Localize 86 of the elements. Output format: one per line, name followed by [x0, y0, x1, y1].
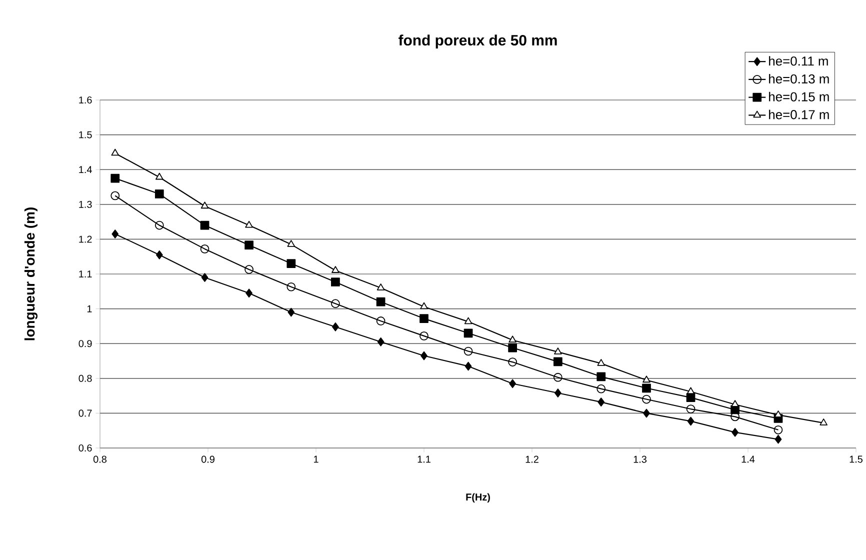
point [686, 387, 695, 394]
y-axis-title: longueur d'onde (m) [24, 208, 38, 340]
point [596, 384, 606, 394]
point [508, 336, 516, 343]
point [376, 316, 386, 326]
point [774, 434, 782, 444]
point [553, 372, 562, 382]
y-tick-label: 1.5 [79, 131, 92, 138]
x-tick-label: 1 [314, 456, 318, 463]
point [332, 266, 340, 273]
point [509, 379, 516, 388]
point [597, 359, 606, 366]
point [376, 283, 385, 290]
point [377, 337, 384, 346]
point [200, 220, 210, 230]
point [154, 190, 164, 198]
point [464, 362, 472, 371]
legend-label: he=0.13 m [769, 74, 829, 84]
point [156, 250, 163, 260]
point [820, 418, 828, 426]
point [331, 278, 340, 286]
y-tick-label: 0.6 [78, 444, 92, 452]
y-tick-label: 0.7 [78, 410, 92, 417]
point [774, 425, 783, 434]
point [643, 408, 650, 418]
point [200, 202, 209, 209]
y-tick-label: 1.4 [79, 166, 92, 174]
y-tick-label: 1.2 [79, 236, 92, 243]
point [687, 416, 694, 426]
point [286, 282, 296, 292]
point [332, 322, 339, 332]
point [420, 302, 428, 310]
point [731, 400, 739, 407]
point [554, 388, 562, 398]
point [244, 265, 254, 274]
point [553, 357, 562, 366]
point [464, 328, 473, 338]
point [376, 297, 386, 306]
point [464, 346, 473, 356]
point [642, 384, 651, 393]
point [642, 376, 650, 383]
legend-label: he=0.11 m [769, 56, 828, 66]
point [286, 259, 296, 268]
point [154, 220, 164, 230]
legend-label: he=0.15 m [769, 92, 829, 102]
point [246, 288, 252, 298]
point [420, 314, 428, 323]
point [287, 240, 296, 247]
point [420, 351, 428, 360]
point [156, 172, 164, 180]
point [244, 240, 254, 250]
x-tick-label: 0.9 [201, 456, 214, 463]
point [200, 244, 210, 254]
point [508, 358, 517, 366]
point [596, 372, 606, 382]
point [331, 299, 340, 308]
chart-title: fond poreux de 50 mm [398, 34, 557, 48]
x-tick-label: 1.3 [634, 456, 646, 463]
x-axis-title: F(Hz) [466, 493, 490, 503]
x-tick-label: 0.8 [93, 456, 106, 463]
point [508, 343, 517, 352]
point [642, 394, 651, 404]
point [111, 148, 120, 156]
point [201, 273, 208, 282]
point [598, 398, 605, 406]
x-tick-label: 1.4 [742, 456, 755, 463]
y-tick-label: 1 [87, 305, 92, 312]
point [110, 191, 120, 200]
y-tick-label: 1.1 [79, 270, 92, 278]
y-tick-label: 0.8 [78, 374, 92, 382]
x-tick-label: 1.1 [418, 456, 430, 463]
point [420, 332, 428, 340]
point [288, 308, 295, 317]
legend-label: he=0.17 m [769, 110, 829, 120]
point [554, 348, 562, 354]
point [686, 404, 696, 414]
y-tick-label: 1.6 [79, 96, 92, 104]
y-tick-label: 1.3 [79, 200, 92, 208]
x-tick-label: 1.5 [850, 456, 863, 463]
point [110, 174, 120, 183]
point [732, 428, 738, 437]
point [112, 230, 119, 238]
point [464, 317, 472, 324]
y-tick-label: 0.9 [78, 340, 92, 348]
point [245, 220, 253, 228]
x-tick-label: 1.2 [526, 456, 538, 463]
